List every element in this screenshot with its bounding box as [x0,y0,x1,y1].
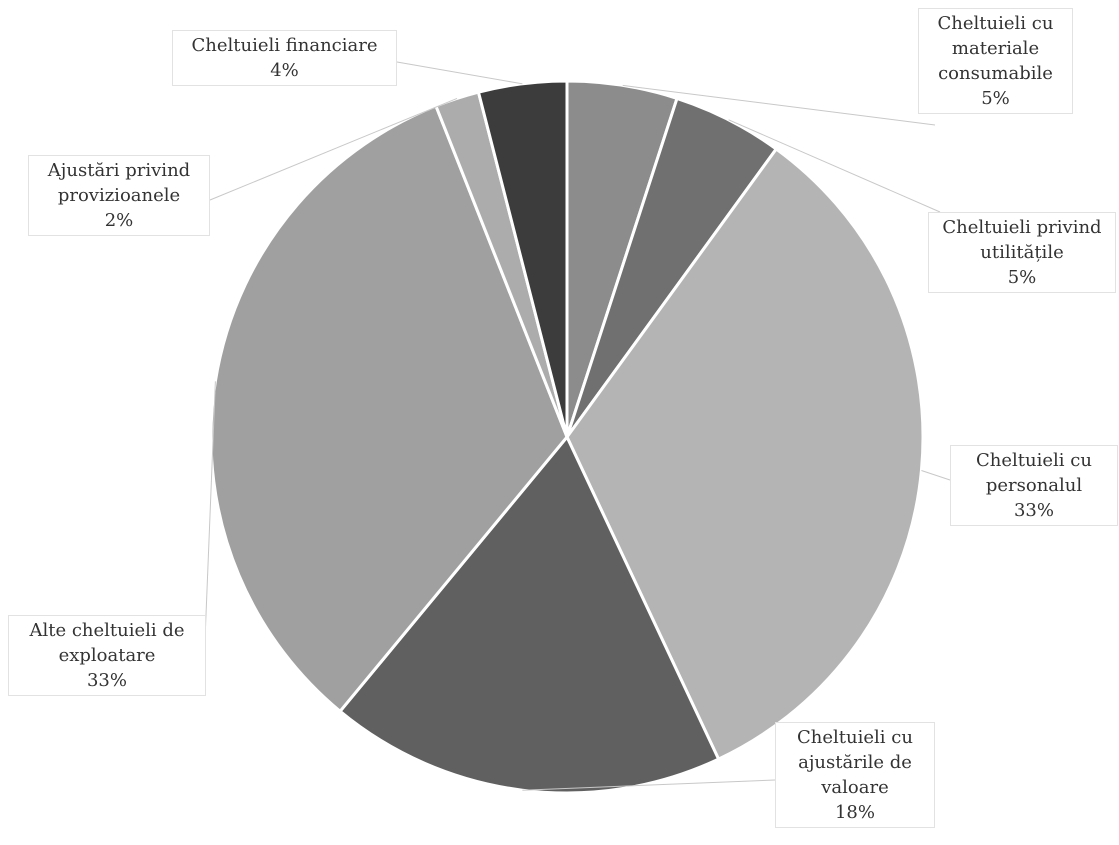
leader-line [728,119,941,213]
pie-slice [565,146,925,762]
leader-line [921,470,951,481]
label-name: Cheltuieli financiare [191,35,378,56]
label-name: Ajustări privind provizioanele [47,160,191,206]
label-name: Cheltuieli cu materiale consumabile [937,13,1054,84]
leader-line [204,381,216,641]
label-value: 33% [1013,500,1054,521]
label-value: 2% [104,210,134,231]
data-label: Cheltuieli cu personalul 33% [950,445,1118,526]
pie-slice [337,434,721,795]
data-label: Cheltuieli financiare 4% [172,30,397,86]
label-value: 33% [86,670,127,691]
leader-line [396,61,523,85]
data-label: Ajustări privind provizioanele 2% [28,155,210,236]
leader-line [522,779,776,791]
label-value: 5% [981,88,1010,109]
leader-line [209,97,458,201]
leader-line [622,84,936,126]
data-label: Alte cheltuieli de exploatare 33% [8,615,206,696]
label-name: Cheltuieli cu ajustările de valoare [797,727,913,798]
label-value: 4% [270,60,299,81]
data-label: Cheltuieli cu ajustările de valoare 18% [775,722,935,828]
label-name: Cheltuieli privind utilitățile [942,217,1102,263]
label-value: 5% [1007,267,1037,288]
data-label: Cheltuieli privind utilitățile 5% [928,212,1116,293]
label-value: 18% [834,802,875,823]
data-label: Cheltuieli cu materiale consumabile 5% [918,8,1073,114]
label-name: Cheltuieli cu personalul [976,450,1092,496]
label-name: Alte cheltuieli de exploatare [29,620,185,666]
